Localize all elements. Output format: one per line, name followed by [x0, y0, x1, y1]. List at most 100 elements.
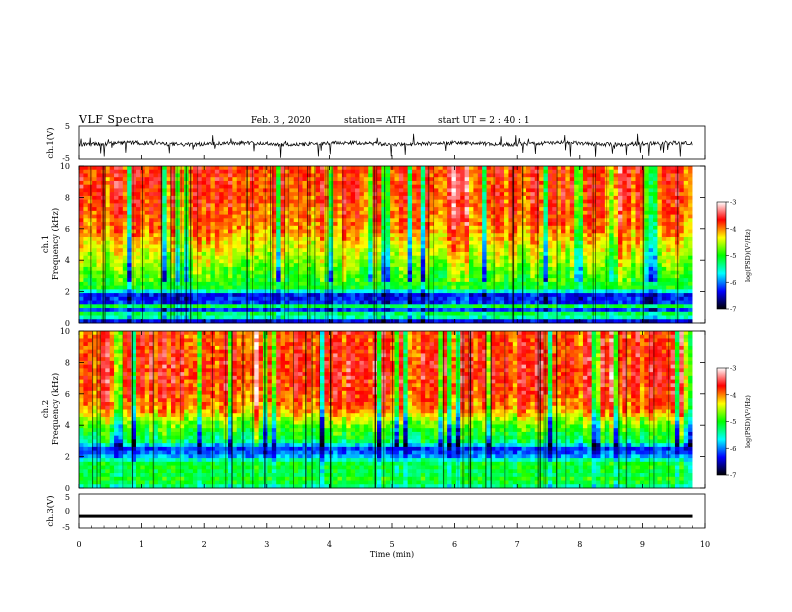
- spectrogram-cell: [96, 210, 102, 215]
- spectrogram-cell: [92, 255, 97, 260]
- spectrogram-cell: [359, 237, 365, 242]
- spectrogram-cell: [679, 233, 685, 238]
- spectrogram-cell: [284, 263, 290, 268]
- spectrogram-cell: [267, 237, 273, 242]
- spectrogram-cell: [587, 177, 593, 182]
- spectrogram-cell: [679, 285, 685, 290]
- spectrogram-cell: [96, 240, 102, 245]
- spectrogram-cell: [648, 248, 654, 253]
- spectrogram-cell: [552, 188, 558, 193]
- ch1-ylabel: ch.1(V): [45, 127, 56, 158]
- spectrogram-cell: [337, 244, 343, 249]
- spectrogram-cell: [679, 281, 685, 287]
- spectrogram-cell: [398, 285, 404, 290]
- spectrogram-cell: [179, 199, 185, 204]
- spectrogram-cell: [582, 225, 588, 230]
- spectrogram-cell: [153, 266, 159, 272]
- spectrogram-cell: [320, 184, 325, 189]
- spectrogram-cell: [219, 214, 224, 219]
- spectrogram-cell: [341, 177, 347, 182]
- spectrogram-cell: [153, 173, 159, 178]
- spectrogram-cell: [521, 177, 527, 182]
- spectrogram-cell: [569, 210, 575, 215]
- spectrogram-cell: [328, 210, 334, 215]
- spectrogram-cell: [92, 281, 97, 287]
- spectrogram-cell: [622, 289, 628, 294]
- spectrogram-cell: [407, 244, 413, 249]
- spectrogram-cell: [114, 233, 119, 238]
- spectrogram-cell: [219, 169, 224, 174]
- spectrogram-cell: [451, 180, 457, 186]
- spectrogram-cell: [683, 225, 689, 230]
- spectrogram-cell: [547, 184, 553, 189]
- spectrogram-cell: [381, 251, 387, 257]
- spectrogram-cell: [666, 244, 671, 249]
- spectrogram-cell: [79, 192, 84, 197]
- spectrogram-cell: [679, 263, 685, 268]
- spectrogram-cell: [289, 210, 295, 215]
- spectrogram-cell: [355, 281, 360, 287]
- spectrogram-cell: [171, 207, 176, 212]
- spectrogram-cell: [359, 222, 365, 227]
- spectrogram-cell: [420, 240, 426, 245]
- spectrogram-cell: [565, 278, 571, 283]
- spectrogram-cell: [420, 203, 426, 208]
- spectrogram-cell: [263, 278, 268, 283]
- spectrogram-cell: [512, 199, 518, 204]
- spectrogram-cell: [337, 207, 343, 212]
- spectrogram-cell: [201, 255, 207, 260]
- spectrogram-cell: [499, 266, 505, 272]
- spectrogram-cell: [565, 173, 571, 178]
- spectrogram-cell: [179, 184, 185, 189]
- spectrogram-cell: [622, 229, 628, 234]
- spectrogram-cell: [644, 166, 650, 171]
- spectrogram-cell: [556, 192, 562, 197]
- spectrogram-cell: [206, 244, 211, 249]
- spectrogram-cell: [157, 203, 163, 208]
- spectrogram-cell: [661, 188, 667, 193]
- spectrogram-cell: [451, 251, 457, 257]
- spectrogram-cell: [333, 237, 338, 242]
- spectrogram-cell: [661, 259, 667, 264]
- spectrogram-cell: [617, 237, 623, 242]
- spectrogram-cell: [109, 293, 115, 298]
- spectrogram-cell: [171, 210, 176, 215]
- spectrogram-cell: [688, 233, 693, 238]
- spectrogram-cell: [469, 293, 474, 298]
- spectrogram-cell: [648, 214, 654, 219]
- spectrogram-cell: [447, 259, 452, 264]
- spectrogram-cell: [144, 263, 150, 268]
- spectrogram-cell: [122, 233, 128, 238]
- spectrogram-cell: [206, 199, 211, 204]
- spectrogram-cell: [569, 237, 575, 242]
- spectrogram-cell: [350, 263, 356, 268]
- spectrogram-cell: [679, 195, 685, 201]
- spectrogram-cell: [298, 192, 303, 197]
- spectrogram-cell: [271, 285, 277, 290]
- spectrogram-cell: [232, 289, 238, 294]
- spectrogram-cell: [508, 218, 514, 223]
- spectrogram-cell: [376, 285, 382, 290]
- spectrogram-cell: [149, 214, 154, 219]
- spectrogram-cell: [298, 293, 303, 298]
- spectrogram-cell: [87, 184, 93, 189]
- spectrogram-cell: [674, 255, 680, 260]
- spectrogram-cell: [263, 222, 268, 227]
- spectrogram-cell: [455, 244, 461, 249]
- spectrogram-cell: [157, 195, 163, 201]
- spectrogram-cell: [644, 210, 650, 215]
- spectrogram-cell: [197, 214, 203, 219]
- spectrogram-cell: [376, 296, 382, 301]
- spectrogram-cell: [552, 278, 558, 283]
- spectrogram-cell: [376, 270, 382, 275]
- spectrogram-cell: [543, 278, 549, 283]
- spectrogram-cell: [504, 166, 509, 171]
- spectrogram-cell: [223, 274, 229, 279]
- spectrogram-cell: [271, 251, 277, 257]
- spectrogram-cell: [429, 214, 435, 219]
- spectrogram-cell: [83, 293, 89, 298]
- spectrogram-cell: [162, 270, 168, 275]
- spectrogram-cell: [420, 218, 426, 223]
- spectrogram-cell: [114, 251, 119, 257]
- spectrogram-cell: [534, 233, 540, 238]
